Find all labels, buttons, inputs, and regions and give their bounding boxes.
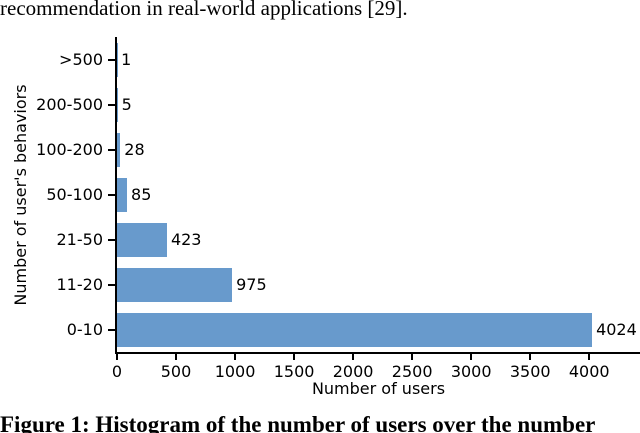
- x-tick-label: 3500: [509, 362, 551, 381]
- x-axis-title: Number of users: [311, 379, 446, 398]
- y-tick-mark: [108, 193, 115, 196]
- x-tick-mark: [470, 354, 473, 360]
- y-tick-mark: [108, 238, 115, 241]
- bar-value-label: 4024: [596, 319, 637, 339]
- y-tick-label: >500: [59, 49, 103, 69]
- x-tick-label: 0: [111, 362, 123, 381]
- x-tick-label: 4000: [568, 362, 610, 381]
- y-tick-mark: [108, 58, 115, 61]
- x-tick-label: 1000: [214, 362, 256, 381]
- x-tick-label: 1500: [273, 362, 315, 381]
- bar-value-label: 5: [121, 94, 132, 114]
- bar: [117, 87, 118, 122]
- bar-value-label: 975: [236, 274, 267, 294]
- y-tick-mark: [108, 283, 115, 286]
- y-tick-mark: [108, 328, 115, 331]
- x-tick-mark: [116, 354, 118, 360]
- y-tick-mark: [108, 148, 115, 151]
- y-tick-label: 11-20: [56, 274, 104, 294]
- x-tick-label: 3000: [450, 362, 492, 381]
- bar: [117, 222, 167, 257]
- bar-value-label: 1: [121, 49, 132, 69]
- y-tick-label: 100-200: [36, 139, 103, 159]
- paper-body-text: recommendation in real-world application…: [0, 0, 408, 20]
- y-tick-label: 21-50: [56, 229, 104, 249]
- x-tick-label: 2500: [391, 362, 433, 381]
- y-tick-mark: [108, 103, 115, 106]
- bar-value-label: 423: [170, 229, 202, 249]
- bar: [117, 267, 233, 302]
- x-tick-mark: [234, 354, 237, 360]
- bar-value-label: 28: [124, 139, 145, 159]
- y-tick-label: 0-10: [66, 319, 103, 339]
- bar-value-label: 85: [131, 184, 152, 204]
- x-tick-mark: [293, 354, 296, 360]
- x-tick-mark: [588, 354, 591, 360]
- x-tick-mark: [529, 354, 532, 360]
- x-tick-label: 2000: [332, 362, 374, 381]
- bar: [117, 312, 593, 347]
- x-tick-mark: [175, 354, 178, 360]
- y-tick-label: 50-100: [46, 184, 103, 204]
- y-tick-label: 200-500: [36, 94, 103, 114]
- bar: [117, 177, 128, 212]
- x-tick-mark: [352, 354, 355, 360]
- plot-area: Number of users 1 >500 5 200-500 28 100-200 85…: [36, 37, 640, 397]
- x-tick-mark: [411, 354, 414, 360]
- figure-caption: Figure 1: Histogram of the number of use…: [0, 412, 596, 433]
- x-tick-label: 500: [160, 362, 192, 381]
- bar: [117, 132, 121, 167]
